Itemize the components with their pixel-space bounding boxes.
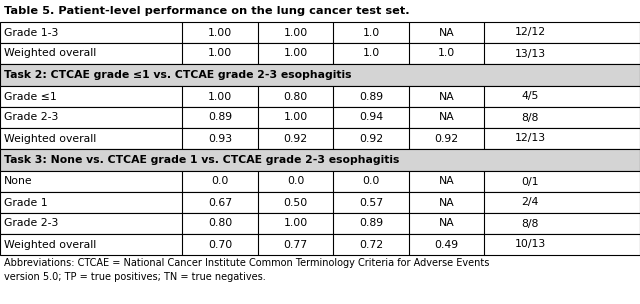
Text: 4/5: 4/5 xyxy=(522,92,539,102)
Text: NA: NA xyxy=(439,112,454,123)
Text: Grade 1-3: Grade 1-3 xyxy=(4,27,58,37)
Text: 0.57: 0.57 xyxy=(359,198,383,208)
Text: 1.00: 1.00 xyxy=(284,112,308,123)
Text: 0.0: 0.0 xyxy=(211,177,229,186)
Bar xyxy=(0,234,640,255)
Bar xyxy=(0,213,640,234)
Text: 0.70: 0.70 xyxy=(208,240,232,250)
Text: 0.80: 0.80 xyxy=(284,92,308,102)
Text: Grade 2-3: Grade 2-3 xyxy=(4,219,58,229)
Text: 0.77: 0.77 xyxy=(284,240,308,250)
Text: 10/13: 10/13 xyxy=(515,240,546,250)
Text: 1.0: 1.0 xyxy=(363,49,380,58)
Bar xyxy=(0,107,640,128)
Text: Table 5. Patient-level performance on the lung cancer test set.: Table 5. Patient-level performance on th… xyxy=(4,6,410,16)
Text: Grade ≤1: Grade ≤1 xyxy=(4,92,57,102)
Text: 1.00: 1.00 xyxy=(208,49,232,58)
Text: 1.00: 1.00 xyxy=(284,27,308,37)
Text: 0.50: 0.50 xyxy=(284,198,308,208)
Bar xyxy=(0,128,640,149)
Text: NA: NA xyxy=(439,198,454,208)
Text: 2/4: 2/4 xyxy=(522,198,539,208)
Text: 0.89: 0.89 xyxy=(208,112,232,123)
Text: 0.93: 0.93 xyxy=(208,133,232,143)
Text: Weighted overall: Weighted overall xyxy=(4,133,96,143)
Text: Task 3: None vs. CTCAE grade 1 vs. CTCAE grade 2-3 esophagitis: Task 3: None vs. CTCAE grade 1 vs. CTCAE… xyxy=(4,155,399,165)
Text: 0/1: 0/1 xyxy=(522,177,539,186)
Text: Grade 1: Grade 1 xyxy=(4,198,47,208)
Text: 12/13: 12/13 xyxy=(515,133,546,143)
Text: 0.49: 0.49 xyxy=(435,240,459,250)
Text: 13/13: 13/13 xyxy=(515,49,546,58)
Text: 8/8: 8/8 xyxy=(522,219,539,229)
Text: 0.89: 0.89 xyxy=(359,92,383,102)
Text: 1.00: 1.00 xyxy=(208,27,232,37)
Text: Abbreviations: CTCAE = National Cancer Institute Common Terminology Criteria for: Abbreviations: CTCAE = National Cancer I… xyxy=(4,258,490,282)
Text: 8/8: 8/8 xyxy=(522,112,539,123)
Bar xyxy=(0,192,640,213)
Bar xyxy=(0,86,640,107)
Text: 0.92: 0.92 xyxy=(359,133,383,143)
Text: Weighted overall: Weighted overall xyxy=(4,240,96,250)
Text: 0.92: 0.92 xyxy=(284,133,308,143)
Text: 0.89: 0.89 xyxy=(359,219,383,229)
Text: 0.67: 0.67 xyxy=(208,198,232,208)
Text: 0.72: 0.72 xyxy=(359,240,383,250)
Text: 1.0: 1.0 xyxy=(438,49,455,58)
Text: 1.00: 1.00 xyxy=(208,92,232,102)
Text: NA: NA xyxy=(439,92,454,102)
Text: NA: NA xyxy=(439,219,454,229)
Text: Grade 2-3: Grade 2-3 xyxy=(4,112,58,123)
Text: 1.00: 1.00 xyxy=(284,219,308,229)
Text: 0.0: 0.0 xyxy=(287,177,305,186)
Text: Task 2: CTCAE grade ≤1 vs. CTCAE grade 2-3 esophagitis: Task 2: CTCAE grade ≤1 vs. CTCAE grade 2… xyxy=(4,70,351,80)
Bar xyxy=(0,22,640,43)
Bar xyxy=(0,149,640,171)
Bar xyxy=(0,43,640,64)
Text: 1.0: 1.0 xyxy=(363,27,380,37)
Text: 0.80: 0.80 xyxy=(208,219,232,229)
Text: 0.0: 0.0 xyxy=(362,177,380,186)
Bar xyxy=(0,171,640,192)
Text: Weighted overall: Weighted overall xyxy=(4,49,96,58)
Text: None: None xyxy=(4,177,33,186)
Text: 0.92: 0.92 xyxy=(435,133,459,143)
Bar xyxy=(0,64,640,86)
Text: 0.94: 0.94 xyxy=(359,112,383,123)
Text: 1.00: 1.00 xyxy=(284,49,308,58)
Text: NA: NA xyxy=(439,27,454,37)
Text: 12/12: 12/12 xyxy=(515,27,546,37)
Text: NA: NA xyxy=(439,177,454,186)
